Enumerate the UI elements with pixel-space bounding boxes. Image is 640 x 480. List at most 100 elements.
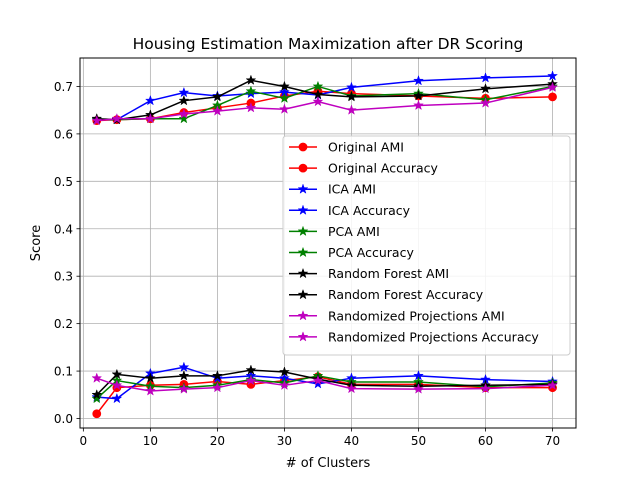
data-point	[178, 361, 190, 372]
series-line-randomized-projections-accuracy	[96, 86, 553, 122]
legend-marker	[297, 246, 309, 258]
data-point	[144, 372, 156, 383]
y-tick-label: 0.4	[54, 222, 73, 236]
x-tick-label: 50	[411, 434, 426, 448]
data-point	[480, 97, 491, 108]
legend-marker	[297, 288, 309, 300]
plot-frame	[79, 57, 577, 429]
legend-marker	[298, 142, 308, 152]
data-point	[345, 104, 357, 115]
data-point	[211, 370, 223, 381]
data-point	[480, 72, 491, 83]
data-point	[178, 86, 190, 98]
data-point	[548, 92, 557, 102]
legend-marker	[297, 225, 309, 237]
legend-item: ICA AMI	[289, 182, 376, 197]
data-point	[480, 382, 491, 394]
y-axis-label: Score	[29, 225, 44, 261]
data-point	[547, 70, 559, 81]
data-point	[345, 382, 357, 394]
data-point	[278, 103, 290, 114]
x-tick-label: 30	[277, 434, 292, 448]
legend-item: ICA Accuracy	[289, 203, 411, 218]
data-point	[413, 99, 424, 111]
y-tick-label: 0.1	[54, 365, 73, 379]
legend-item: PCA AMI	[289, 224, 380, 239]
legend-marker	[297, 183, 309, 194]
data-point	[547, 81, 559, 93]
legend-label: Randomized Projections AMI	[328, 308, 505, 323]
y-tick-label: 0.5	[54, 175, 73, 189]
series-line-random-forest-accuracy	[96, 79, 553, 121]
x-tick-label: 40	[344, 434, 359, 448]
x-tick-label: 0	[80, 434, 88, 448]
data-point	[178, 112, 190, 124]
x-tick-label: 10	[143, 434, 158, 448]
data-point	[245, 74, 257, 85]
x-tick-label: 60	[478, 434, 493, 448]
data-point	[91, 372, 103, 383]
data-point	[345, 91, 357, 102]
data-point	[413, 90, 424, 101]
data-point	[92, 409, 102, 419]
legend-item: Randomized Projections Accuracy	[289, 329, 539, 344]
legend-marker	[298, 163, 308, 173]
data-point	[178, 370, 190, 381]
legend-label: Random Forest Accuracy	[328, 287, 484, 302]
data-point	[178, 383, 190, 394]
data-point	[144, 112, 156, 124]
legend-label: PCA AMI	[328, 224, 380, 239]
data-point	[111, 392, 123, 404]
data-point	[245, 374, 257, 386]
series-randomized-projections-accuracy	[91, 81, 559, 126]
legend: Original AMI Original Accuracy ICA AMI ICA …	[282, 135, 571, 356]
series-line-pca-ami	[96, 375, 553, 400]
data-point	[278, 379, 290, 390]
legend-item: Random Forest AMI	[289, 266, 449, 281]
legend-label: ICA Accuracy	[328, 203, 411, 218]
data-point	[91, 392, 103, 404]
data-point	[547, 379, 559, 390]
data-point	[278, 366, 290, 377]
legend-marker	[297, 310, 309, 321]
data-point	[111, 112, 123, 124]
legend-label: Random Forest AMI	[328, 266, 449, 281]
data-point	[111, 368, 123, 380]
data-point	[413, 75, 424, 86]
series-line-random-forest-ami	[96, 369, 553, 396]
data-point	[413, 383, 424, 394]
legend-item: Randomized Projections AMI	[289, 308, 505, 323]
data-point	[245, 102, 257, 113]
data-point	[211, 91, 223, 102]
x-axis-label: # of Clusters	[286, 456, 371, 471]
chart-title: Housing Estimation Maximization after DR…	[133, 35, 524, 53]
data-point	[211, 381, 223, 393]
data-point	[345, 81, 357, 93]
legend-box	[282, 135, 571, 356]
legend-item: PCA Accuracy	[289, 245, 414, 260]
legend-marker	[297, 267, 309, 279]
data-point	[312, 80, 324, 92]
y-tick-label: 0.6	[54, 127, 73, 141]
y-tick-label: 0.3	[54, 270, 73, 284]
legend-item: Original AMI	[289, 140, 404, 155]
x-tick-label: 20	[210, 434, 225, 448]
y-tick-label: 0.0	[54, 412, 73, 426]
data-point	[312, 95, 324, 107]
data-point	[245, 364, 257, 375]
data-point	[111, 379, 123, 390]
legend-item: Original Accuracy	[289, 161, 439, 176]
series-randomized-projections-ami	[91, 372, 559, 396]
data-point	[144, 385, 156, 396]
data-point	[144, 94, 156, 106]
data-point	[245, 85, 257, 96]
data-point	[178, 94, 190, 106]
ticks: 0 10 20 30 40 50 60 70 0.0 0.1 0.2 0.3 0.4 0.5 0.6 0.7	[54, 80, 560, 448]
series-line-randomized-projections-ami	[96, 377, 553, 392]
data-point	[91, 389, 103, 400]
legend-marker	[297, 204, 309, 215]
x-tick-label: 70	[545, 434, 560, 448]
y-tick-label: 0.2	[54, 317, 73, 331]
legend-label: ICA AMI	[328, 182, 376, 197]
series-line-ica-accuracy	[96, 75, 553, 121]
